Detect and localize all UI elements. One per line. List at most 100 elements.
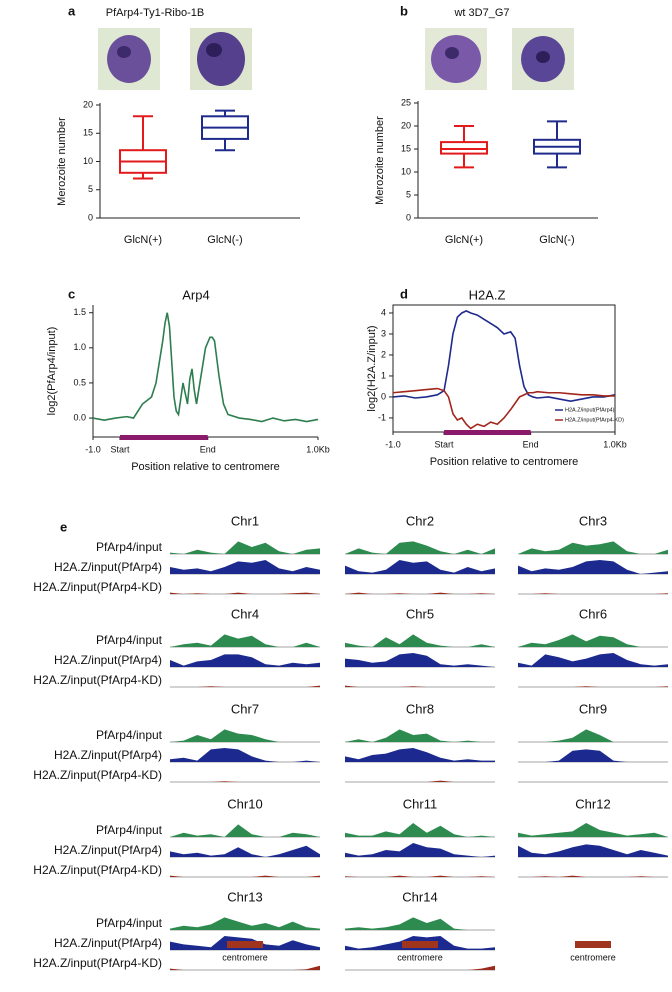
line-series [392, 309, 616, 402]
chart-title: wt 3D7_G7 [453, 7, 509, 19]
track-signal [518, 749, 668, 762]
x-tick-label: GlcN(-) [207, 234, 242, 246]
cell-spot [445, 47, 459, 59]
track-signal [170, 824, 320, 837]
chromosome-title: Chr13 [227, 889, 262, 904]
y-tick-label: 0.0 [73, 412, 86, 422]
track-label: H2A.Z/input(PfArp4) [54, 843, 162, 857]
chart-title: H2A.Z [469, 287, 506, 302]
chromosome-title: Chr11 [403, 796, 437, 811]
cell [197, 32, 245, 86]
chromosome-title: Chr6 [579, 606, 607, 621]
chromosome-title: Chr9 [579, 701, 607, 716]
x-tick-label: GlcN(-) [539, 234, 574, 246]
y-tick-label: 1 [381, 370, 386, 380]
x-axis-label: Position relative to centromere [131, 461, 280, 473]
track-signal [518, 593, 668, 594]
chromosome-title: Chr1 [231, 513, 259, 528]
track-signal [345, 748, 495, 762]
cell-spot [536, 51, 550, 63]
y-tick-label: 5 [406, 189, 411, 199]
track-signal [518, 560, 668, 574]
track-signal [170, 560, 320, 574]
legend-label: H2A.Z/input(PfArp4) [565, 407, 615, 413]
track-signal [170, 634, 320, 647]
track-signal [345, 634, 495, 647]
y-tick-label: 15 [83, 128, 93, 138]
track-signal [345, 729, 495, 742]
track-signal [518, 686, 668, 687]
track-signal [170, 965, 320, 970]
centromere-marker [227, 941, 263, 948]
centromere-label: centromere [397, 952, 443, 962]
track-label: PfArp4/input [96, 916, 163, 930]
track-signal [345, 541, 495, 554]
x-tick-label: GlcN(+) [124, 234, 162, 246]
centromere-marker [402, 941, 438, 948]
y-tick-label: 4 [381, 307, 386, 317]
track-signal [518, 844, 668, 857]
y-tick-label: 10 [83, 156, 93, 166]
track-label: PfArp4/input [96, 728, 163, 742]
cell-spot [117, 46, 131, 58]
track-label: H2A.Z/input(PfArp4-KD) [33, 580, 162, 594]
y-tick-label: 10 [401, 166, 411, 176]
y-axis-label: log2(PfArp4/input) [46, 327, 58, 416]
track-label: H2A.Z/input(PfArp4) [54, 936, 162, 950]
y-tick-label: 20 [83, 99, 93, 109]
panel-label: b [400, 3, 408, 18]
track-label: H2A.Z/input(PfArp4) [54, 560, 162, 574]
y-tick-label: 15 [401, 143, 411, 153]
legend-label: H2A.Z/input(PfArp4-KD) [565, 417, 624, 423]
x-axis-label: Position relative to centromere [430, 456, 579, 468]
x-tick-label: Start [435, 439, 455, 449]
track-label: H2A.Z/input(PfArp4) [54, 653, 162, 667]
x-tick-label: -1.0 [385, 439, 401, 449]
track-label: H2A.Z/input(PfArp4-KD) [33, 863, 162, 877]
track-signal [345, 560, 495, 574]
track-signal [170, 541, 320, 554]
track-signal [170, 654, 320, 667]
panel-label: a [68, 3, 76, 18]
track-signal [345, 875, 495, 877]
track-label: PfArp4/input [96, 540, 163, 554]
chromosome-title: Chr7 [231, 701, 259, 716]
track-signal [518, 541, 668, 554]
y-tick-label: -1 [378, 412, 386, 422]
chromosome-title: Chr8 [406, 701, 434, 716]
chromosome-title: Chr4 [231, 606, 259, 621]
panel-label: c [68, 286, 75, 301]
track-label: H2A.Z/input(PfArp4) [54, 748, 162, 762]
x-tick-label: Start [110, 444, 130, 454]
panel-label: e [60, 519, 67, 534]
track-signal [170, 729, 320, 742]
cell-images [98, 28, 574, 90]
chromosome-title: Chr10 [227, 796, 262, 811]
track-signal [518, 653, 668, 667]
x-tick-label: GlcN(+) [445, 234, 483, 246]
y-tick-label: 0 [406, 212, 411, 222]
chromosome-title: Chr12 [575, 796, 610, 811]
track-signal [518, 634, 668, 647]
y-axis-label: log2(H2A.Z/input) [366, 325, 378, 411]
y-tick-label: 5 [88, 184, 93, 194]
y-tick-label: 20 [401, 120, 411, 130]
y-axis-label: Merozoite number [56, 117, 68, 206]
panel-label: d [400, 286, 408, 301]
y-tick-label: 3 [381, 328, 386, 338]
line-series [392, 387, 615, 430]
cell [107, 35, 151, 83]
x-tick-label: -1.0 [85, 444, 101, 454]
track-label: H2A.Z/input(PfArp4-KD) [33, 956, 162, 970]
y-tick-label: 0 [88, 212, 93, 222]
cell [431, 35, 481, 83]
y-tick-label: 0 [381, 391, 386, 401]
track-signal [518, 729, 668, 742]
track-label: PfArp4/input [96, 633, 163, 647]
chromosome-title: Chr5 [406, 606, 434, 621]
y-tick-label: 0.5 [73, 377, 86, 387]
centromere-region [444, 430, 531, 435]
centromere-label: centromere [570, 952, 616, 962]
